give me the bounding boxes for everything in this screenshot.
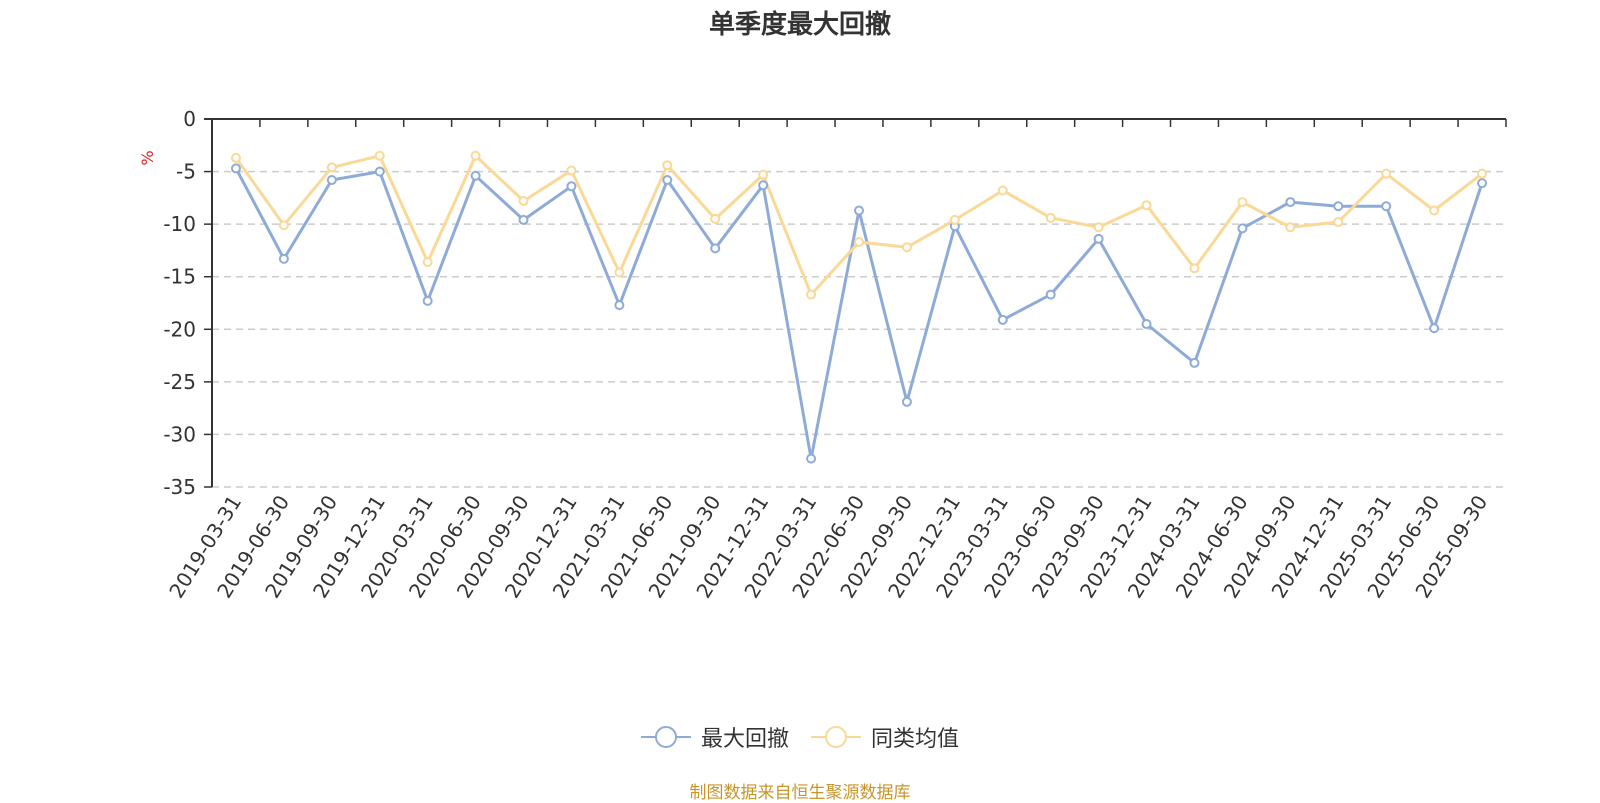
source-note: 制图数据来自恒生聚源数据库 bbox=[689, 783, 911, 803]
chart-title: 单季度最大回撤 bbox=[708, 10, 891, 40]
data-point-max-drawdown bbox=[1333, 201, 1344, 212]
data-point-peer-average bbox=[1189, 263, 1200, 274]
data-point-max-drawdown bbox=[997, 314, 1008, 325]
data-point-max-drawdown bbox=[1189, 357, 1200, 368]
data-point-max-drawdown bbox=[326, 174, 337, 185]
legend: 最大回撤 同类均值 bbox=[0, 720, 1600, 754]
axes: 0-5-10-15-20-25-30-352019-03-312019-06-3… bbox=[163, 107, 1507, 602]
data-point-peer-average bbox=[1477, 168, 1488, 179]
data-point-peer-average bbox=[662, 160, 673, 171]
legend-label-max-drawdown: 最大回撤 bbox=[700, 727, 789, 752]
data-point-max-drawdown bbox=[1045, 289, 1056, 300]
data-point-peer-average bbox=[806, 289, 817, 300]
legend-item-peer-average[interactable]: 同类均值 bbox=[811, 721, 959, 753]
data-point-peer-average bbox=[326, 162, 337, 173]
data-point-max-drawdown bbox=[806, 453, 817, 464]
data-point-peer-average bbox=[374, 150, 385, 161]
legend-line-circle-icon bbox=[811, 726, 861, 748]
data-point-peer-average bbox=[278, 220, 289, 231]
data-point-max-drawdown bbox=[566, 181, 577, 192]
data-point-max-drawdown bbox=[854, 205, 864, 216]
data-point-max-drawdown bbox=[1381, 201, 1392, 212]
y-tick-label: -5 bbox=[176, 160, 196, 184]
data-point-max-drawdown bbox=[374, 166, 385, 177]
y-tick-label: -30 bbox=[163, 422, 196, 446]
data-point-peer-average bbox=[1045, 212, 1056, 223]
y-axis-unit-label: % bbox=[138, 150, 157, 165]
data-point-max-drawdown bbox=[422, 295, 433, 306]
data-point-max-drawdown bbox=[662, 174, 673, 185]
data-point-peer-average bbox=[1141, 200, 1152, 211]
data-point-max-drawdown bbox=[1477, 178, 1488, 189]
data-point-max-drawdown bbox=[901, 396, 912, 407]
grid-lines bbox=[212, 170, 1506, 488]
data-point-peer-average bbox=[566, 165, 577, 176]
series-line-peer-average bbox=[234, 154, 1483, 297]
data-point-peer-average bbox=[230, 152, 241, 163]
data-point-peer-average bbox=[1429, 205, 1440, 216]
data-point-peer-average bbox=[1285, 222, 1296, 233]
y-tick-label: 0 bbox=[183, 107, 196, 131]
y-tick-label: -10 bbox=[163, 212, 196, 236]
legend-line-circle-icon bbox=[640, 726, 691, 748]
data-point-max-drawdown bbox=[278, 253, 289, 264]
data-point-peer-average bbox=[710, 213, 721, 224]
data-point-peer-average bbox=[901, 242, 912, 253]
data-point-max-drawdown bbox=[1093, 233, 1104, 244]
data-point-peer-average bbox=[614, 267, 625, 278]
y-tick-label: -15 bbox=[163, 265, 196, 289]
data-point-peer-average bbox=[854, 237, 864, 248]
data-point-peer-average bbox=[422, 256, 433, 267]
data-point-max-drawdown bbox=[1285, 197, 1296, 208]
data-point-peer-average bbox=[1093, 222, 1104, 233]
data-point-max-drawdown bbox=[614, 300, 625, 311]
data-point-peer-average bbox=[997, 185, 1008, 196]
data-point-peer-average bbox=[470, 150, 481, 161]
legend-label-peer-average: 同类均值 bbox=[871, 727, 960, 752]
data-point-max-drawdown bbox=[1141, 319, 1152, 330]
y-tick-label: -20 bbox=[163, 317, 196, 341]
data-point-max-drawdown bbox=[1237, 223, 1248, 234]
y-tick-label: -35 bbox=[163, 475, 196, 499]
data-point-peer-average bbox=[1237, 197, 1248, 208]
legend-item-max-drawdown[interactable]: 最大回撤 bbox=[640, 721, 789, 753]
data-point-peer-average bbox=[758, 169, 769, 180]
data-point-peer-average bbox=[1381, 168, 1392, 179]
data-point-max-drawdown bbox=[230, 163, 241, 174]
data-point-peer-average bbox=[518, 196, 529, 207]
data-point-max-drawdown bbox=[758, 180, 769, 191]
data-point-peer-average bbox=[1333, 217, 1344, 228]
data-point-max-drawdown bbox=[518, 214, 529, 225]
y-tick-label: -25 bbox=[163, 370, 196, 394]
data-point-peer-average bbox=[949, 214, 960, 225]
data-point-max-drawdown bbox=[1429, 323, 1440, 334]
data-point-max-drawdown bbox=[470, 170, 481, 181]
series-lines bbox=[230, 150, 1488, 464]
data-point-max-drawdown bbox=[710, 243, 721, 254]
